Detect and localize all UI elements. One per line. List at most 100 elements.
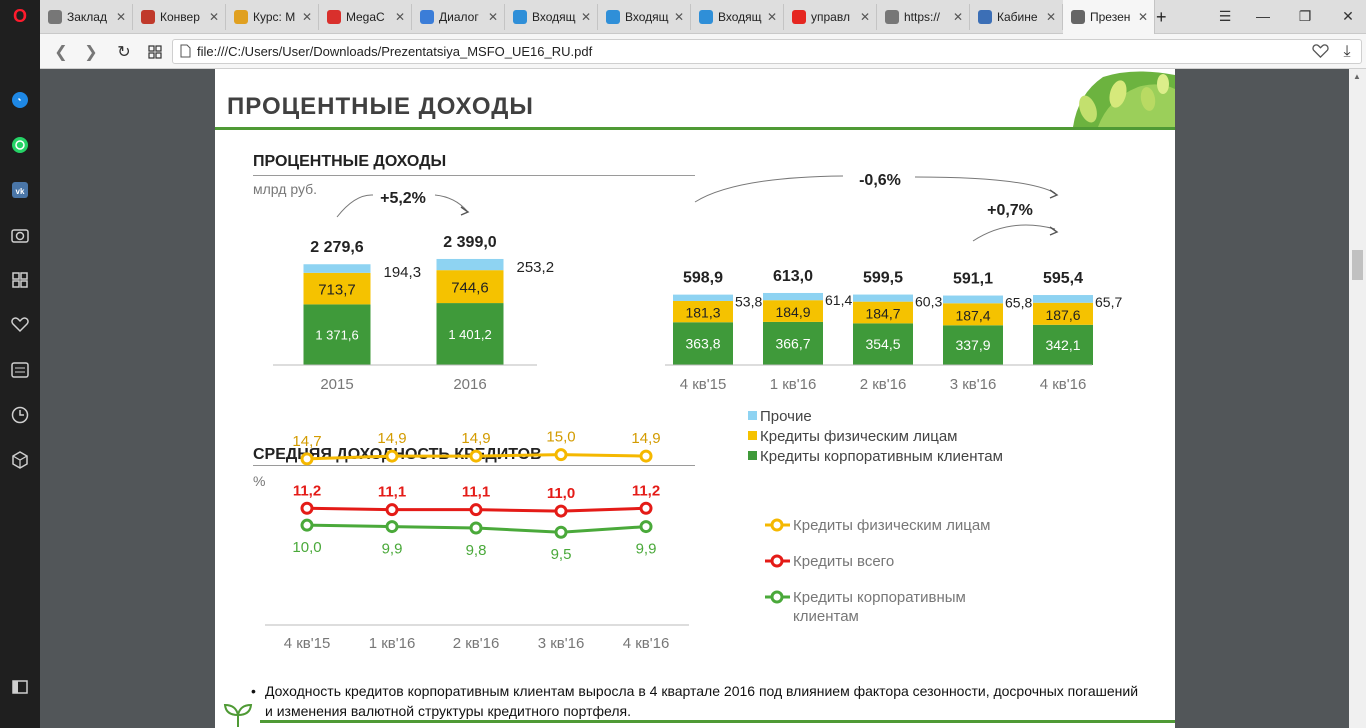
opera-logo-icon[interactable]: O: [12, 5, 27, 26]
speed-dial-icon[interactable]: [10, 270, 30, 290]
tab-menu-icon[interactable]: ☰: [1218, 7, 1232, 24]
tab-close-icon[interactable]: ✕: [673, 10, 684, 24]
download-icon[interactable]: ⤓: [1343, 43, 1351, 60]
tab-close-icon[interactable]: ✕: [394, 10, 405, 24]
charts-canvas: 1 371,6 713,7 194,3 2 279,6 2015 1 401,2 744,6…: [265, 172, 1122, 652]
line-point: [469, 503, 483, 517]
legend-marker: [770, 518, 784, 532]
browser-tab[interactable]: Курс: М ✕: [226, 4, 319, 30]
x-tick-label: 3 кв'16: [538, 635, 585, 652]
minimize-icon[interactable]: —: [1256, 8, 1270, 24]
bar-label: 187,4: [955, 307, 990, 323]
scroll-thumb[interactable]: [1352, 250, 1363, 280]
line-point: [385, 503, 399, 517]
browser-tab[interactable]: https:// ✕: [877, 4, 970, 30]
tab-favicon-icon: [327, 10, 341, 24]
bar-segment: [303, 264, 371, 273]
x-tick-label: 4 кв'15: [284, 635, 331, 652]
heart-icon[interactable]: [10, 315, 30, 335]
bar-label: 181,3: [685, 305, 720, 321]
scroll-up-icon[interactable]: ▲: [1353, 72, 1361, 81]
point-label: 9,9: [636, 541, 657, 558]
line-point: [300, 452, 314, 466]
messenger-icon[interactable]: [10, 90, 30, 110]
tab-close-icon[interactable]: ✕: [1045, 10, 1056, 24]
reload-icon[interactable]: ↻: [117, 44, 131, 61]
bar-segment: [1033, 295, 1093, 303]
bar-label: 65,7: [1095, 294, 1122, 310]
tab-close-icon[interactable]: ✕: [580, 10, 591, 24]
bar-segment: [943, 303, 1003, 326]
point-label: 14,7: [292, 433, 321, 450]
url-field[interactable]: file:///C:/Users/User/Downloads/Prezenta…: [172, 39, 1362, 64]
tab-favicon-icon: [885, 10, 899, 24]
tab-favicon-icon: [1071, 10, 1085, 24]
point-label: 9,9: [382, 541, 403, 558]
tab-close-icon[interactable]: ✕: [208, 10, 219, 24]
growth-arc: [434, 194, 468, 212]
tabs-grid-icon[interactable]: [144, 41, 166, 63]
growth-year-arrowhead: [1049, 189, 1059, 199]
forward-icon[interactable]: ❯: [84, 44, 98, 61]
browser-tab[interactable]: Заклад ✕: [40, 4, 133, 30]
extensions-icon[interactable]: [10, 450, 30, 470]
bar-label: 184,7: [865, 305, 900, 321]
new-tab-button[interactable]: +: [1156, 6, 1167, 27]
camera-icon[interactable]: [10, 225, 30, 245]
tab-close-icon[interactable]: ✕: [301, 10, 312, 24]
tab-favicon-icon: [978, 10, 992, 24]
restore-icon[interactable]: ❐: [1298, 7, 1312, 24]
tab-favicon-icon: [234, 10, 248, 24]
history-icon[interactable]: [10, 405, 30, 425]
x-tick-label: 2016: [453, 376, 486, 393]
tab-close-icon[interactable]: ✕: [1137, 10, 1148, 24]
tab-close-icon[interactable]: ✕: [859, 10, 870, 24]
browser-tab[interactable]: Входящ ✕: [598, 4, 691, 30]
point-label: 9,8: [466, 542, 487, 559]
bar-total: 595,4: [1043, 270, 1083, 287]
bookmark-heart-icon[interactable]: [1312, 44, 1329, 59]
news-icon[interactable]: [10, 360, 30, 380]
tab-title: Входящ: [625, 10, 669, 24]
bar-segment: [853, 294, 913, 302]
bar-segment: [673, 300, 733, 323]
browser-tab[interactable]: MegaC ✕: [319, 4, 412, 30]
x-tick-label: 4 кв'16: [1040, 376, 1087, 393]
tab-close-icon[interactable]: ✕: [766, 10, 777, 24]
legend-label: Кредиты физическим лицам: [760, 428, 957, 445]
line-point: [300, 501, 314, 515]
whatsapp-icon[interactable]: [10, 135, 30, 155]
x-tick-label: 1 кв'16: [369, 635, 416, 652]
sidebar-toggle-icon[interactable]: [10, 677, 30, 697]
browser-tab[interactable]: управл ✕: [784, 4, 877, 30]
point-label: 15,0: [546, 429, 575, 446]
bar-label: 363,8: [685, 336, 720, 352]
bar-label: 194,3: [384, 264, 422, 281]
browser-tab[interactable]: Входящ ✕: [691, 4, 784, 30]
vk-icon[interactable]: vk: [10, 180, 30, 200]
back-icon[interactable]: ❮: [54, 44, 68, 61]
browser-tab[interactable]: Кабине ✕: [970, 4, 1063, 30]
line-point: [554, 448, 568, 462]
point-label: 11,1: [462, 484, 490, 501]
viewer-scrollbar[interactable]: ▲: [1349, 69, 1366, 728]
tab-close-icon[interactable]: ✕: [952, 10, 963, 24]
point-label: 11,1: [378, 484, 406, 501]
close-window-icon[interactable]: ✕: [1342, 7, 1354, 24]
tab-favicon-icon: [513, 10, 527, 24]
tab-title: Входящ: [718, 10, 762, 24]
legend-marker: [770, 590, 784, 604]
line-point: [385, 520, 399, 534]
browser-tab[interactable]: Диалог ✕: [412, 4, 505, 30]
browser-tab[interactable]: Конвер ✕: [133, 4, 226, 30]
browser-tab[interactable]: Презен ✕: [1063, 0, 1155, 34]
opera-sidebar: O vk: [0, 0, 40, 728]
browser-tab[interactable]: Входящ ✕: [505, 4, 598, 30]
bar-segment: [436, 270, 504, 304]
tab-close-icon[interactable]: ✕: [115, 10, 126, 24]
point-label: 14,9: [631, 430, 660, 447]
x-tick-label: 4 кв'15: [680, 376, 727, 393]
legend-marker: [770, 554, 784, 568]
tab-close-icon[interactable]: ✕: [487, 10, 498, 24]
yield-heading-rule: [253, 465, 695, 466]
